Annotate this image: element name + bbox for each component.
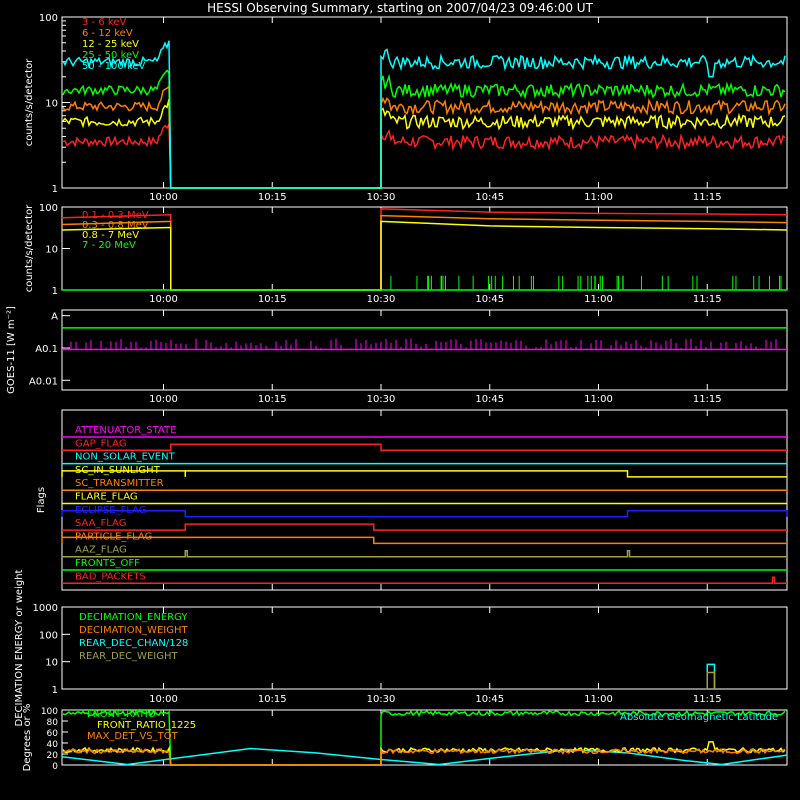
time-tick-label: 11:15 bbox=[693, 394, 722, 405]
panel6-frame bbox=[61, 709, 788, 766]
flag-line-10 bbox=[62, 549, 787, 558]
time-tick-label: 10:00 bbox=[149, 294, 178, 305]
flag-line-9 bbox=[61, 536, 787, 545]
flag-line-8 bbox=[62, 523, 787, 531]
panel4-frame bbox=[61, 409, 788, 591]
y-tick-label: 1 bbox=[52, 286, 58, 297]
flag-line-4 bbox=[61, 470, 787, 478]
flag-line-12 bbox=[62, 576, 787, 585]
y-tick-label: 20 bbox=[47, 751, 59, 761]
y-tick-label: A0.01 bbox=[29, 376, 58, 387]
panel4-ylabel: Flags bbox=[36, 487, 47, 513]
series-line-1 bbox=[62, 121, 786, 189]
y-tick-label: A bbox=[51, 312, 58, 323]
flag-label-11: FRONTS_OFF bbox=[75, 558, 140, 569]
time-tick-label: 10:45 bbox=[475, 394, 504, 405]
time-tick-label: 11:00 bbox=[584, 694, 613, 705]
flag-label-3: NON_SOLAR_EVENT bbox=[75, 452, 176, 463]
time-tick-label: 11:00 bbox=[584, 394, 613, 405]
series-line-4 bbox=[706, 671, 716, 689]
y-tick-label: 100 bbox=[39, 630, 58, 641]
flag-label-6: FLARE_FLAG bbox=[75, 492, 138, 503]
panel3-ylabel: GOES-11 [W m⁻²] bbox=[6, 306, 17, 394]
time-tick-label: 10:45 bbox=[475, 192, 504, 203]
series-line-3 bbox=[706, 663, 716, 689]
panel6-ylabel: Degrees or % bbox=[22, 704, 33, 772]
legend-entry-4: 25 - 50 keV bbox=[82, 50, 139, 61]
flag-label-2: GAP_FLAG bbox=[75, 438, 127, 449]
flag-label-8: SAA_FLAG bbox=[75, 518, 126, 529]
legend-entry-1: 0.1 - 0.3 MeV bbox=[82, 210, 149, 221]
legend-entry-1: 3 - 6 keV bbox=[82, 17, 126, 28]
time-tick-label: 10:30 bbox=[367, 294, 396, 305]
legend-entry-4: 7 - 20 MeV bbox=[82, 240, 136, 251]
panel1-ylabel: counts/s/detector bbox=[24, 58, 35, 146]
time-tick-label: 10:30 bbox=[367, 394, 396, 405]
y-tick-label: 10 bbox=[45, 99, 58, 110]
flag-label-12: BAD_PACKETS bbox=[75, 571, 146, 582]
panel5-ylabel: DECIMATION ENERGY or weight bbox=[14, 569, 25, 726]
series-line-2 bbox=[62, 84, 786, 189]
time-tick-label: 10:30 bbox=[367, 192, 396, 203]
legend-entry-3: MAX_DET_VS_TOT bbox=[87, 731, 179, 742]
time-tick-label: 10:00 bbox=[149, 694, 178, 705]
legend-entry-1: FRONT_RATIO bbox=[87, 709, 156, 720]
time-tick-label: 10:15 bbox=[258, 394, 287, 405]
series-line-4 bbox=[62, 69, 786, 189]
flag-label-5: SC_TRANSMITTER bbox=[75, 478, 164, 489]
y-tick-label: 100 bbox=[39, 13, 58, 24]
flag-line-2 bbox=[62, 443, 787, 452]
y-tick-label: 60 bbox=[47, 729, 59, 739]
y-tick-label: A0.1 bbox=[35, 344, 58, 355]
flag-label-1: ATTENUATOR_STATE bbox=[75, 425, 176, 436]
legend-entry-4: REAR_DEC_WEIGHT bbox=[79, 651, 178, 662]
legend-entry-3: 0.8 - 7 MeV bbox=[82, 230, 139, 241]
time-tick-label: 11:00 bbox=[584, 294, 613, 305]
ratio-line-3 bbox=[62, 747, 786, 766]
time-tick-label: 10:15 bbox=[258, 294, 287, 305]
y-tick-label: 80 bbox=[47, 718, 59, 728]
legend-entry-3: REAR_DEC_CHAN/128 bbox=[79, 638, 188, 649]
flag-line-7 bbox=[61, 510, 788, 518]
series-line-5 bbox=[62, 40, 786, 189]
series-line-3 bbox=[61, 220, 788, 291]
time-tick-label: 10:15 bbox=[258, 192, 287, 203]
y-tick-label: 1 bbox=[52, 184, 58, 195]
time-tick-label: 10:00 bbox=[149, 394, 178, 405]
legend-entry-5: 50 - 100 keV bbox=[82, 61, 146, 72]
panel5-frame bbox=[61, 606, 788, 690]
panel2-ylabel: counts/s/detector bbox=[24, 204, 35, 292]
y-tick-label: 1000 bbox=[33, 603, 58, 614]
ratio-line-1 bbox=[62, 709, 786, 766]
geomag-latitude-line bbox=[61, 747, 788, 766]
series-line-3 bbox=[62, 98, 786, 189]
time-tick-label: 10:00 bbox=[149, 192, 178, 203]
y-tick-label: 10 bbox=[45, 658, 58, 669]
y-tick-label: 100 bbox=[41, 707, 58, 717]
y-tick-label: 40 bbox=[47, 740, 59, 750]
flag-label-10: AAZ_FLAG bbox=[75, 545, 127, 556]
time-tick-label: 10:45 bbox=[475, 294, 504, 305]
legend-entry-1: DECIMATION_ENERGY bbox=[79, 612, 188, 623]
y-tick-label: 10 bbox=[45, 245, 58, 256]
legend-entry-2: DECIMATION_WEIGHT bbox=[79, 625, 188, 636]
legend-entry-2: FRONT_RATIO_1225 bbox=[97, 720, 196, 731]
y-tick-label: 0 bbox=[52, 762, 58, 772]
y-tick-label: 1 bbox=[52, 685, 58, 696]
time-tick-label: 10:30 bbox=[367, 694, 396, 705]
y-tick-label: 100 bbox=[39, 203, 58, 214]
legend-entry-3: 12 - 25 keV bbox=[82, 39, 139, 50]
time-tick-label: 10:15 bbox=[258, 694, 287, 705]
figure-title: HESSI Observing Summary, starting on 200… bbox=[207, 1, 593, 15]
legend-entry-2: 6 - 12 keV bbox=[82, 28, 133, 39]
time-tick-label: 11:15 bbox=[693, 694, 722, 705]
time-tick-label: 11:15 bbox=[693, 294, 722, 305]
time-tick-label: 11:15 bbox=[693, 192, 722, 203]
geomag-annotation: Absolute Geomagnetic Latitude bbox=[620, 712, 778, 723]
time-tick-label: 10:45 bbox=[475, 694, 504, 705]
legend-entry-2: 0.3 - 0.8 MeV bbox=[82, 220, 149, 231]
time-tick-label: 11:00 bbox=[584, 192, 613, 203]
